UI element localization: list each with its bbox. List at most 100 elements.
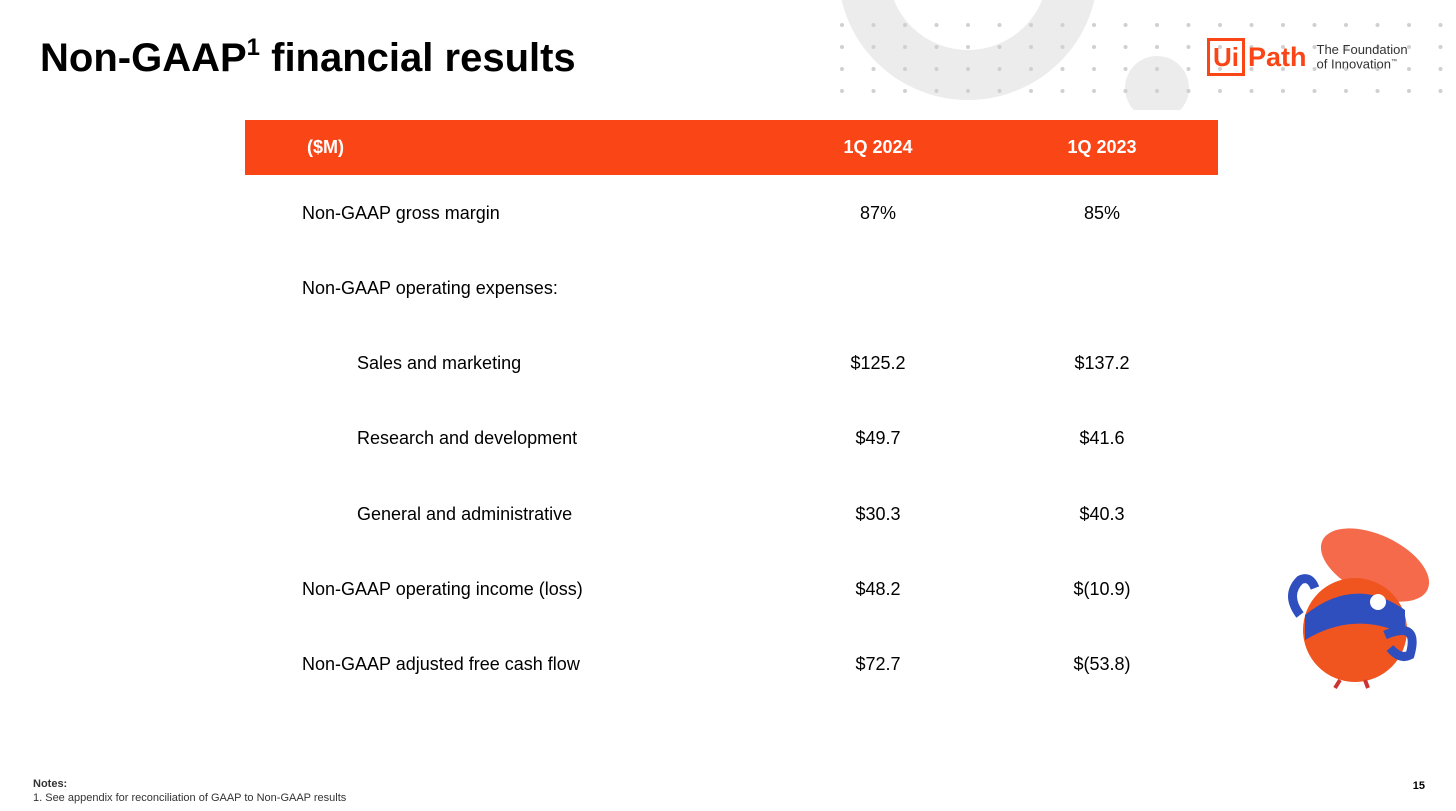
row-label: Sales and marketing — [357, 353, 522, 373]
trademark: ™ — [1390, 59, 1397, 66]
dot — [1375, 67, 1380, 71]
dot — [1344, 23, 1348, 27]
dot — [1092, 23, 1096, 27]
row-label: Non-GAAP operating expenses: — [302, 278, 558, 298]
dot — [1060, 67, 1065, 71]
dot — [1407, 67, 1411, 71]
table-value: $40.3 — [1079, 504, 1125, 524]
dot-grid — [840, 23, 1443, 93]
dot — [1312, 67, 1317, 71]
dot — [934, 67, 939, 71]
logo-path: Path — [1248, 41, 1307, 72]
logo-ui: Ui — [1207, 38, 1245, 76]
dot — [1438, 23, 1443, 27]
dot — [840, 89, 844, 93]
table-value: $(53.8) — [1073, 654, 1131, 674]
table-value: 87% — [859, 203, 897, 223]
table-value: $30.3 — [855, 504, 901, 524]
dot — [1438, 67, 1443, 71]
table-value: 85% — [1083, 203, 1121, 223]
dot — [1312, 23, 1317, 27]
dot — [1092, 89, 1096, 93]
dot — [1407, 45, 1411, 49]
logo: Ui Path The Foundation of Innovation™ — [1207, 37, 1408, 77]
dot — [1438, 45, 1443, 49]
dot — [1029, 89, 1033, 93]
dot — [1344, 67, 1348, 71]
table-value: $(10.9) — [1073, 579, 1131, 599]
notes: Notes: 1. See appendix for reconciliatio… — [33, 777, 346, 805]
title-rest: financial results — [271, 36, 576, 80]
dot — [1375, 23, 1380, 27]
row-label: Research and development — [357, 428, 578, 448]
dot — [1218, 45, 1222, 49]
dot — [1155, 23, 1159, 27]
dot — [840, 67, 844, 71]
column-header: 1Q 2024 — [843, 137, 913, 157]
dot — [1186, 23, 1191, 27]
title-main: Non-GAAP — [40, 36, 247, 80]
table-header: ($M) 1Q 2024 1Q 2023 — [245, 120, 1218, 175]
table-value: $72.7 — [855, 654, 901, 674]
ring — [841, 0, 1095, 100]
dot — [871, 89, 876, 93]
dot — [966, 23, 970, 27]
dot — [1060, 23, 1065, 27]
dot — [1312, 45, 1317, 49]
dot — [1407, 23, 1411, 27]
dot — [1312, 89, 1317, 93]
table-value: $48.2 — [855, 579, 901, 599]
dot — [1060, 89, 1065, 93]
dot — [1155, 45, 1159, 49]
dot — [1092, 67, 1096, 71]
dot — [1123, 89, 1128, 93]
dot — [1281, 23, 1285, 27]
dot — [1281, 67, 1285, 71]
dot — [871, 45, 876, 49]
dot — [934, 45, 939, 49]
table-value: $41.6 — [1079, 428, 1125, 448]
table-value: $137.2 — [1074, 353, 1130, 373]
dot — [997, 45, 1002, 49]
dot — [1344, 89, 1348, 93]
dot — [1407, 89, 1411, 93]
slide-title: Non-GAAP1 financial results — [40, 34, 576, 81]
dot — [997, 89, 1002, 93]
dot — [1249, 45, 1254, 49]
dot — [1218, 89, 1222, 93]
page-number: 15 — [1412, 780, 1425, 792]
dot — [1123, 45, 1128, 49]
dot — [1249, 89, 1254, 93]
tagline-line: of Innovation — [1316, 56, 1391, 72]
background-decoration — [840, 0, 1443, 110]
dot — [934, 23, 939, 27]
row-label: Non-GAAP gross margin — [302, 203, 500, 223]
dot — [1060, 45, 1065, 49]
row-label: Non-GAAP operating income (loss) — [302, 579, 583, 599]
dot — [966, 45, 970, 49]
dot — [966, 67, 970, 71]
table-value: $125.2 — [850, 353, 906, 373]
dot — [1438, 89, 1443, 93]
dot — [934, 89, 939, 93]
tagline-line: The Foundation — [1316, 42, 1408, 58]
dot — [1218, 23, 1222, 27]
dot — [1281, 89, 1285, 93]
dot — [840, 23, 844, 27]
dot — [1218, 67, 1222, 71]
dot — [903, 89, 907, 93]
table-value: $49.7 — [855, 428, 901, 448]
column-header: 1Q 2023 — [1067, 137, 1137, 157]
title-superscript: 1 — [246, 34, 260, 61]
dot — [1029, 23, 1033, 27]
dot — [1281, 45, 1285, 49]
dot — [966, 89, 970, 93]
dot — [871, 67, 876, 71]
dot — [1375, 45, 1380, 49]
dot — [997, 23, 1002, 27]
note-item: 1. See appendix for reconciliation of GA… — [33, 792, 347, 804]
notes-label: Notes: — [33, 778, 68, 790]
dot — [1186, 89, 1191, 93]
dot — [903, 23, 907, 27]
